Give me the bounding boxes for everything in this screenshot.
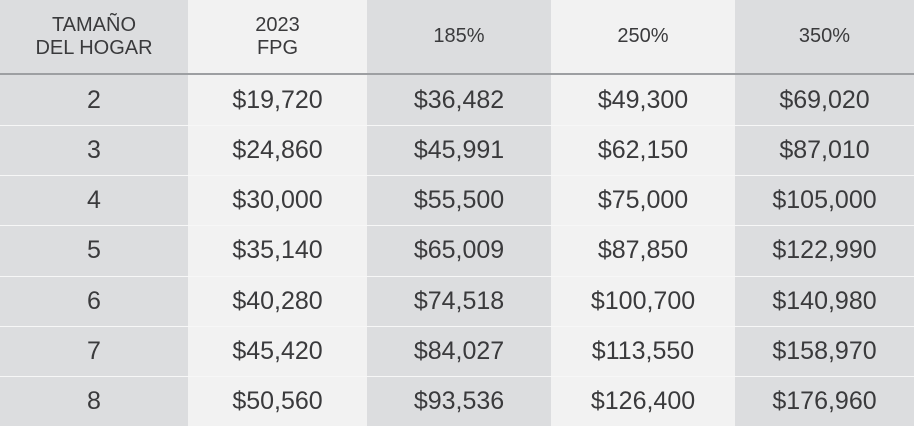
- table-cell: 7: [0, 325, 188, 376]
- header-cell: TAMAÑO DEL HOGAR: [0, 0, 188, 75]
- header-cell: 185%: [367, 0, 551, 75]
- table-cell: $19,720: [188, 75, 367, 126]
- table-cell: $55,500: [367, 175, 551, 226]
- table-cell: $62,150: [551, 125, 735, 176]
- table-cell: $176,960: [735, 375, 914, 426]
- header-text: FPG: [256, 36, 299, 59]
- table-cell: $24,860: [188, 125, 367, 176]
- table-cell: $87,010: [735, 125, 914, 176]
- header-text: 350%: [798, 25, 851, 47]
- table-cell: $74,518: [367, 275, 551, 326]
- table-cell: $65,009: [367, 225, 551, 276]
- header-cell: 350%: [735, 0, 914, 75]
- table-cell: 4: [0, 175, 188, 226]
- table-cell: $69,020: [735, 75, 914, 126]
- table-cell: $49,300: [551, 75, 735, 126]
- header-text: 185%: [433, 25, 485, 47]
- table-cell: $126,400: [551, 375, 735, 426]
- table-cell: $45,420: [188, 325, 367, 376]
- table-cell: $30,000: [188, 175, 367, 226]
- header-cell: 2023 FPG: [188, 0, 367, 75]
- table-cell: $113,550: [551, 325, 735, 376]
- table-cell: $87,850: [551, 225, 735, 276]
- table-cell: $158,970: [735, 325, 914, 376]
- table-cell: 3: [0, 125, 188, 176]
- header-cell: 250%: [551, 0, 735, 75]
- header-text: 2023: [255, 13, 300, 36]
- table-cell: $40,280: [188, 275, 367, 326]
- header-text: DEL HOGAR: [35, 36, 153, 59]
- table-cell: $140,980: [735, 275, 914, 326]
- table-cell: $100,700: [551, 275, 735, 326]
- table-cell: 8: [0, 375, 188, 426]
- table-cell: 2: [0, 75, 188, 126]
- header-text: 250%: [617, 25, 669, 47]
- table-cell: $105,000: [735, 175, 914, 226]
- table-cell: 6: [0, 275, 188, 326]
- table-cell: $35,140: [188, 225, 367, 276]
- table-cell: $45,991: [367, 125, 551, 176]
- table-cell: $75,000: [551, 175, 735, 226]
- table-cell: 5: [0, 225, 188, 276]
- table-cell: $36,482: [367, 75, 551, 126]
- header-text: TAMAÑO: [51, 13, 137, 36]
- table-cell: $93,536: [367, 375, 551, 426]
- table-cell: $50,560: [188, 375, 367, 426]
- table-cell: $122,990: [735, 225, 914, 276]
- table-cell: $84,027: [367, 325, 551, 376]
